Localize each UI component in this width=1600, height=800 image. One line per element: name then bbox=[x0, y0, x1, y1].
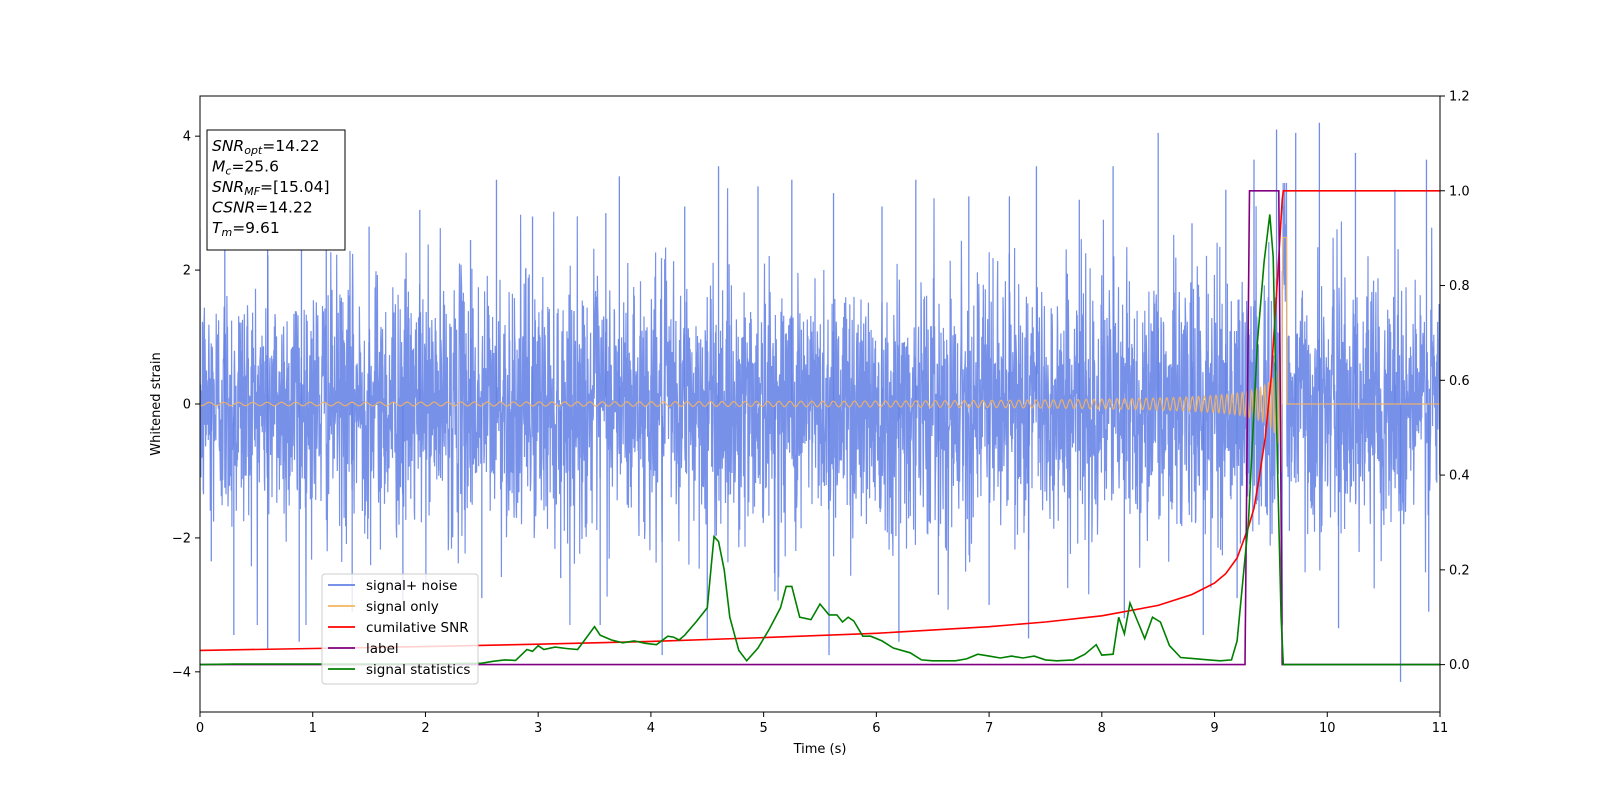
x-axis-label: Time (s) bbox=[793, 742, 847, 757]
legend-frame bbox=[321, 573, 479, 685]
y-left-tick-label: 4 bbox=[183, 130, 191, 145]
plot-series-layer bbox=[200, 122, 1440, 682]
x-axis-ticks: 0 1 2 3 4 5 6 7 8 9 10 11 bbox=[196, 712, 1448, 736]
info-box: SNRopt=14.22Mc=25.6SNRMF=[15.04]CSNR=14.… bbox=[206, 129, 346, 251]
info-box-line: CSNR=14.22 bbox=[212, 199, 313, 217]
y-left-tick-label: −4 bbox=[172, 665, 191, 680]
y-axis-right-ticks: 0.0 0.2 0.4 0.6 0.8 1.0 1.2 bbox=[1440, 90, 1470, 673]
legend-label: signal only bbox=[366, 599, 439, 615]
y-axis-left-ticks: −4 −2 0 2 4 bbox=[172, 130, 200, 680]
x-tick-label: 11 bbox=[1432, 721, 1449, 736]
y-right-tick-label: 0.0 bbox=[1449, 658, 1470, 673]
info-box-line: Tm=9.61 bbox=[212, 219, 280, 239]
y-right-tick-label: 0.6 bbox=[1449, 374, 1470, 389]
legend-label: signal+ noise bbox=[366, 578, 457, 594]
info-box-line: Mc=25.6 bbox=[212, 158, 279, 178]
y-right-tick-label: 0.2 bbox=[1449, 563, 1470, 578]
x-tick-label: 8 bbox=[1098, 721, 1106, 736]
legend: signal+ noise signal only cumilative SNR la… bbox=[321, 573, 479, 685]
x-tick-label: 4 bbox=[647, 721, 655, 736]
y-right-tick-label: 1.2 bbox=[1449, 90, 1470, 105]
series-line-signal-statistics bbox=[200, 214, 1440, 666]
x-tick-label: 10 bbox=[1319, 721, 1336, 736]
x-tick-label: 2 bbox=[421, 721, 429, 736]
y-left-tick-label: −2 bbox=[172, 531, 191, 546]
y-right-tick-label: 1.0 bbox=[1449, 184, 1470, 199]
x-tick-label: 0 bbox=[196, 721, 204, 736]
info-box-line: SNRMF=[15.04] bbox=[212, 178, 330, 198]
legend-label: label bbox=[366, 641, 399, 657]
legend-label: cumilative SNR bbox=[366, 620, 469, 636]
info-box-line: SNRopt=14.22 bbox=[212, 137, 320, 157]
x-tick-label: 5 bbox=[759, 721, 767, 736]
noise-spikes bbox=[210, 122, 1430, 682]
x-tick-label: 1 bbox=[309, 721, 317, 736]
x-tick-label: 7 bbox=[985, 721, 993, 736]
series-line-signal-only bbox=[200, 236, 1440, 473]
y-right-tick-label: 0.8 bbox=[1449, 279, 1470, 294]
legend-label: signal statistics bbox=[366, 662, 470, 678]
x-tick-label: 6 bbox=[872, 721, 880, 736]
y-left-tick-label: 2 bbox=[183, 264, 191, 279]
y-left-tick-label: 0 bbox=[183, 398, 191, 413]
x-tick-label: 3 bbox=[534, 721, 542, 736]
x-tick-label: 9 bbox=[1210, 721, 1218, 736]
info-box-frame bbox=[206, 129, 346, 251]
series-line-cumilative-snr bbox=[200, 190, 1440, 652]
y-axis-label: Whitened strain bbox=[149, 352, 164, 455]
y-right-tick-label: 0.4 bbox=[1449, 469, 1470, 484]
